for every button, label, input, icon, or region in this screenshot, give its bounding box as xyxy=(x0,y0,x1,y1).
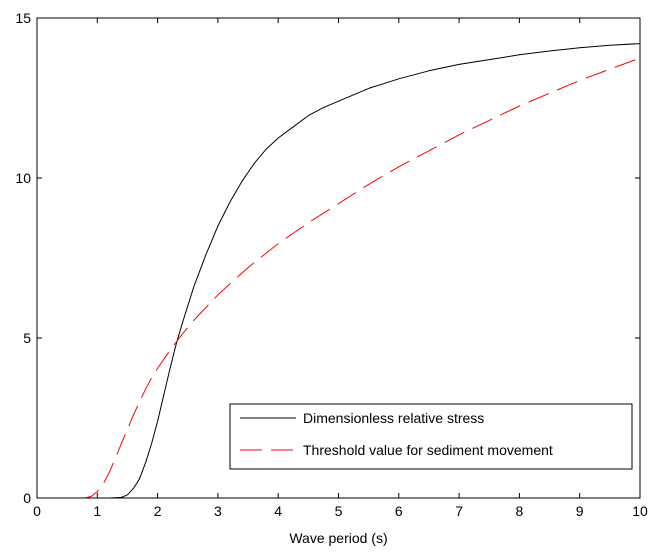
x-tick-label: 0 xyxy=(33,503,41,519)
x-tick-label: 9 xyxy=(576,503,584,519)
x-tick-label: 10 xyxy=(632,503,648,519)
ticks-layer: 0 1 2 3 4 5 6 7 8 9 10 0 5 10 15 xyxy=(15,10,648,519)
x-tick-label: 3 xyxy=(214,503,222,519)
series-line-relative-stress xyxy=(85,43,641,499)
x-tick-label: 4 xyxy=(274,503,282,519)
y-tick-label: 10 xyxy=(15,170,31,186)
series-line-threshold xyxy=(79,57,641,499)
legend-label-threshold: Threshold value for sediment movement xyxy=(303,442,553,458)
legend: Dimensionless relative stress Threshold … xyxy=(229,403,633,470)
x-axis-label: Wave period (s) xyxy=(289,530,387,546)
x-tick-label: 2 xyxy=(154,503,162,519)
x-tick-label: 1 xyxy=(93,503,101,519)
y-tick-label: 5 xyxy=(23,330,31,346)
x-tick-label: 8 xyxy=(516,503,524,519)
legend-label-relative-stress: Dimensionless relative stress xyxy=(303,410,484,426)
legend-box xyxy=(229,403,633,470)
x-tick-label: 7 xyxy=(455,503,463,519)
y-tick-label: 0 xyxy=(23,490,31,506)
x-tick-label: 6 xyxy=(395,503,403,519)
y-tick-label: 15 xyxy=(15,10,31,26)
x-tick-label: 5 xyxy=(335,503,343,519)
series-layer xyxy=(79,43,641,499)
